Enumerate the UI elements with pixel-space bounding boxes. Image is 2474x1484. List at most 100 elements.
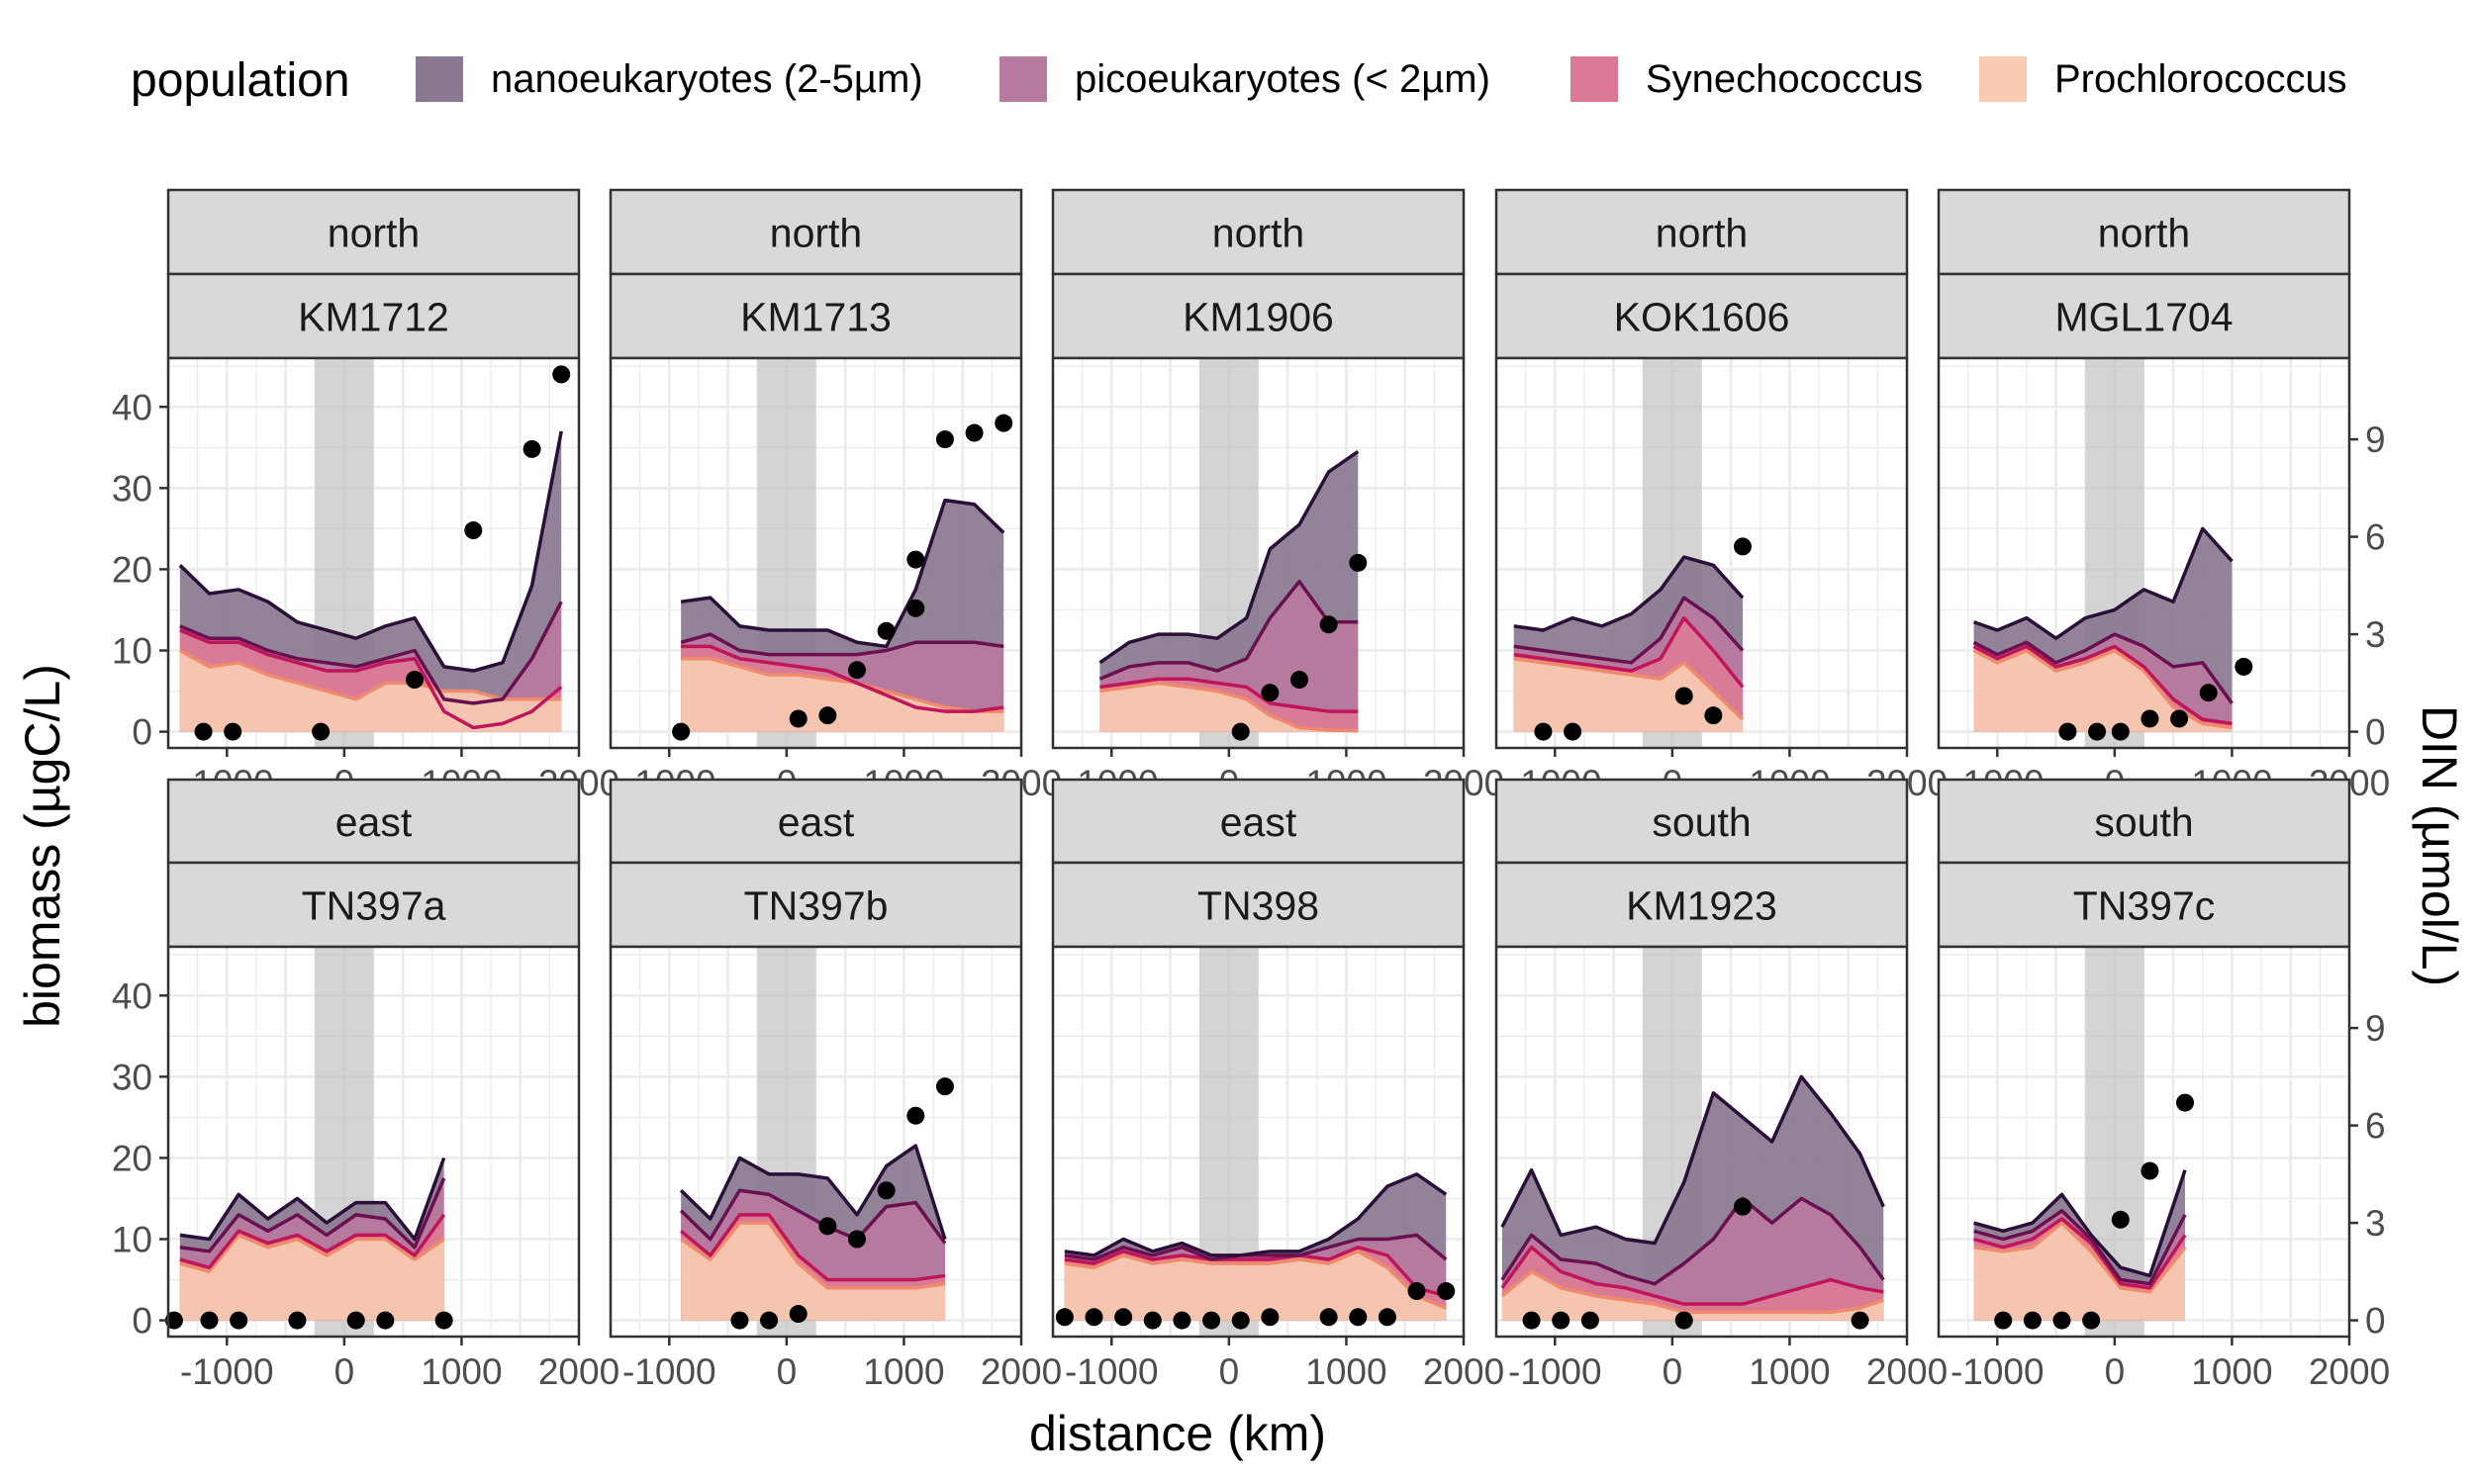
strip-region — [166, 188, 581, 276]
strip-region-label: south — [1652, 799, 1751, 845]
panel-border — [1937, 356, 2351, 750]
din-point — [1674, 1311, 1693, 1330]
panel-border — [166, 945, 581, 1339]
y-tick-label: 10 — [112, 631, 152, 672]
x-tick-label: 2000 — [538, 1351, 619, 1392]
x-tick-label: -1000 — [1508, 1351, 1602, 1392]
strip-region-label: north — [770, 211, 862, 256]
x-tick-label: 1000 — [2191, 1351, 2272, 1392]
din-point — [224, 722, 242, 741]
strip-region — [609, 188, 1023, 276]
din-point — [848, 1230, 866, 1249]
x-tick-label: 0 — [2105, 1351, 2126, 1392]
x-axis: -1000 0 1000 2000 — [180, 1337, 619, 1392]
y2-tick-label: 6 — [2365, 517, 2386, 558]
area-layers — [679, 1144, 947, 1321]
panel-TN398: east TN398 -1000 0 1000 2000 — [1051, 778, 1504, 1392]
din-point — [1734, 1197, 1752, 1216]
area-layers — [179, 1157, 446, 1321]
din-point — [1114, 1308, 1133, 1327]
din-point — [1202, 1311, 1221, 1330]
y-tick-label: 40 — [112, 975, 152, 1016]
line-pico — [179, 601, 563, 705]
x-tick-label: 2000 — [1866, 1351, 1948, 1392]
legend-label-syn: Synechococcus — [1646, 57, 1923, 101]
panel-TN397a: east TN397a -1000 0 1000 2000 0 10 20 30 40 — [112, 778, 619, 1392]
din-point — [965, 423, 984, 442]
din-point — [200, 1311, 219, 1330]
x-tick-label: -1000 — [622, 1351, 716, 1392]
legend-item-pro: Prochlorococcus — [1979, 56, 2347, 102]
line-pro — [1500, 1269, 1884, 1315]
din-points — [1231, 553, 1368, 741]
line-pico — [1972, 632, 2234, 704]
line-pico — [1500, 1196, 1885, 1286]
din-point — [1734, 537, 1752, 556]
y2-tick-label: 9 — [2365, 1008, 2386, 1049]
area-pro — [179, 1235, 444, 1321]
din-point — [1261, 1308, 1280, 1327]
legend: population nanoeukaryotes (2-5µm) picoeuka… — [131, 54, 2347, 107]
din-point — [1378, 1308, 1396, 1327]
legend-item-syn: Synechococcus — [1570, 56, 1923, 102]
y2-tick-label: 9 — [2365, 419, 2386, 460]
din-point — [2023, 1311, 2042, 1330]
din-point — [164, 1311, 183, 1330]
y-tick-label: 20 — [112, 1138, 152, 1178]
y2-tick-label: 3 — [2365, 614, 2386, 655]
din-point — [1437, 1282, 1456, 1301]
din-points — [1534, 537, 1752, 741]
line-syn — [1513, 615, 1745, 689]
area-pro — [1501, 1271, 1884, 1321]
secondary-y-axis-label: DIN (µmol/L) — [2412, 705, 2467, 986]
strip-cruise — [1937, 272, 2351, 360]
x-tick-label: -1000 — [1065, 1351, 1159, 1392]
y-axis-label: biomass (µgC/L) — [15, 664, 70, 1028]
strip-cruise — [609, 861, 1023, 949]
facet-panels: northKM1712-1000010002000010203040northK… — [112, 188, 2390, 1392]
line-nano — [1098, 449, 1360, 665]
y2-axis: 0 3 6 9 — [2349, 419, 2386, 753]
strip-region-label: north — [328, 211, 420, 256]
din-point — [406, 671, 424, 690]
area-pro — [681, 658, 1004, 732]
din-point — [2082, 1311, 2101, 1330]
strip-cruise-label: TN397b — [744, 883, 889, 929]
strip-cruise-label: TN397a — [302, 883, 446, 929]
din-point — [1534, 722, 1553, 741]
strip-cruise — [1937, 861, 2351, 949]
din-point — [2199, 684, 2218, 702]
x-tick-label: 0 — [334, 1351, 355, 1392]
line-nano — [679, 1144, 947, 1241]
line-nano — [1972, 526, 2234, 640]
strip-region-label: north — [1212, 211, 1304, 256]
strip-region-label: south — [2094, 799, 2193, 845]
din-point — [2235, 657, 2253, 676]
din-point — [230, 1311, 248, 1330]
legend-label-pico: picoeukaryotes (< 2µm) — [1075, 57, 1490, 101]
x-tick-label: -1000 — [180, 1351, 274, 1392]
legend-label-pro: Prochlorococcus — [2054, 57, 2347, 101]
y-axis: 0 10 20 30 40 — [112, 975, 168, 1342]
y2-tick-label: 3 — [2365, 1203, 2386, 1244]
din-point — [2176, 1093, 2194, 1112]
legend-item-pico: picoeukaryotes (< 2µm) — [999, 56, 1490, 102]
din-point — [1349, 1308, 1368, 1327]
x-axis-label: distance (km) — [1029, 1406, 1326, 1461]
x-tick-label: 1000 — [863, 1351, 944, 1392]
y2-tick-label: 6 — [2365, 1106, 2386, 1147]
din-point — [1055, 1308, 1074, 1327]
strip-cruise-label: KOK1606 — [1614, 295, 1790, 340]
strip-region-label: north — [2098, 211, 2190, 256]
y2-axis: 0 3 6 9 — [2349, 1008, 2386, 1342]
din-point — [1231, 1311, 1250, 1330]
line-nano — [1064, 1172, 1448, 1257]
din-point — [523, 439, 541, 458]
line-syn — [1973, 1217, 2187, 1290]
area-layers — [1064, 1172, 1448, 1321]
area-layers — [680, 498, 1005, 732]
